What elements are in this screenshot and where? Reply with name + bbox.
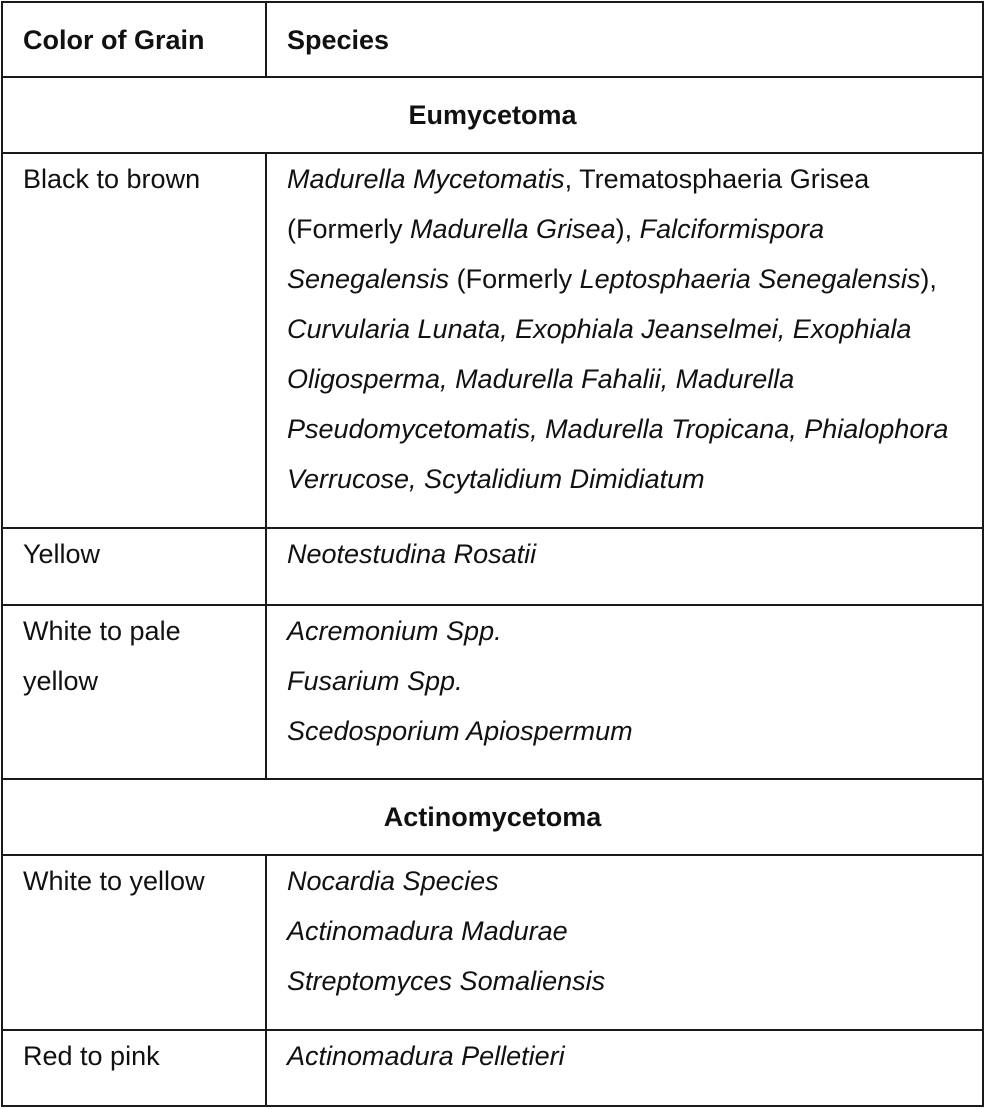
section-row-actinomycetoma: Actinomycetoma	[1, 778, 984, 856]
species-note: , Trematosphaeria Grisea (Formerly	[287, 164, 870, 244]
species-note: ),	[920, 264, 937, 294]
grain-color: White to pale yellow	[1, 604, 267, 780]
species-name: Madurella Grisea	[410, 214, 616, 244]
table-row: Red to pink Actinomadura Pelletieri	[1, 1029, 984, 1107]
section-row-eumycetoma: Eumycetoma	[1, 76, 984, 154]
header-species: Species	[265, 1, 984, 78]
species-name: Nocardia Species	[287, 866, 499, 896]
species-list: Neotestudina Rosatii	[265, 527, 984, 606]
species-name: Madurella Mycetomatis	[287, 164, 565, 194]
species-note: ),	[615, 214, 640, 244]
table-row: White to pale yellow Acremonium Spp. Fus…	[1, 604, 984, 780]
species-name: Actinomadura Madurae	[287, 916, 568, 946]
section-title: Eumycetoma	[1, 76, 984, 154]
grain-color: Black to brown	[1, 152, 267, 529]
species-name: Streptomyces Somaliensis	[287, 966, 606, 996]
species-name: Actinomadura Pelletieri	[287, 1041, 565, 1071]
header-row: Color of Grain Species	[1, 1, 984, 78]
grain-color: White to yellow	[1, 854, 267, 1031]
species-name: Falciformispora Senegalensis	[287, 214, 825, 294]
species-list: Nocardia Species Actinomadura Madurae St…	[265, 854, 984, 1031]
species-name: Leptosphaeria Senegalensis	[579, 264, 921, 294]
table-row: Black to brown Madurella Mycetomatis, Tr…	[1, 152, 984, 529]
section-title: Actinomycetoma	[1, 778, 984, 856]
grain-color: Red to pink	[1, 1029, 267, 1107]
species-note: (Formerly	[449, 264, 580, 294]
species-name: Curvularia Lunata, Exophiala Jeanselmei,…	[287, 314, 949, 494]
table-row: Yellow Neotestudina Rosatii	[1, 527, 984, 606]
species-name: Fusarium Spp.	[287, 666, 463, 696]
species-name: Acremonium Spp.	[287, 616, 502, 646]
species-list: Actinomadura Pelletieri	[265, 1029, 984, 1107]
species-list: Acremonium Spp. Fusarium Spp. Scedospori…	[265, 604, 984, 780]
species-name: Neotestudina Rosatii	[287, 539, 537, 569]
species-list: Madurella Mycetomatis, Trematosphaeria G…	[265, 152, 984, 529]
species-name: Scedosporium Apiospermum	[287, 716, 633, 746]
header-color-of-grain: Color of Grain	[1, 1, 267, 78]
table-row: White to yellow Nocardia Species Actinom…	[1, 854, 984, 1031]
grain-color: Yellow	[1, 527, 267, 606]
